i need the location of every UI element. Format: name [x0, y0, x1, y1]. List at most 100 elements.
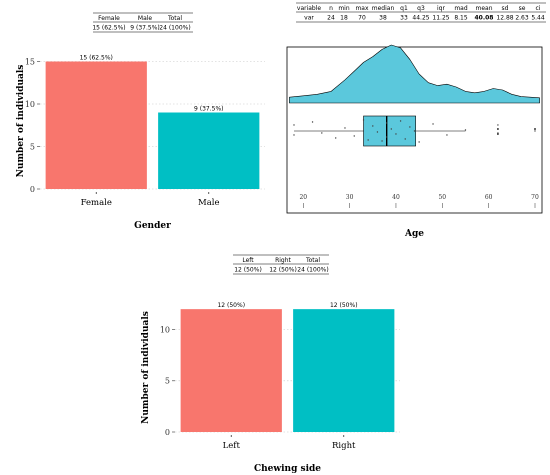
age-table-header: median — [372, 5, 395, 12]
data-point — [293, 134, 295, 136]
outlier-point — [497, 133, 499, 135]
age-table-header: iqr — [437, 5, 445, 12]
y-tick-label: 5 — [165, 377, 170, 386]
x-tick-label: Male — [198, 198, 220, 208]
data-point — [497, 124, 499, 126]
data-point — [321, 132, 323, 134]
data-point — [446, 134, 448, 136]
data-point — [413, 130, 416, 132]
age-table-cell: 70 — [358, 15, 366, 22]
data-point — [497, 132, 499, 134]
age-table-cell: 5.44 — [531, 15, 545, 22]
age-table-header: sd — [502, 5, 509, 12]
x-tick-label: Left — [223, 441, 241, 451]
y-tick-label: 10 — [160, 325, 170, 334]
data-point — [409, 126, 411, 128]
data-point — [390, 128, 393, 130]
x-tick-label: Right — [332, 441, 356, 451]
panel-border — [286, 46, 543, 214]
gender-table-cell: 15 (62.5%) — [92, 25, 125, 32]
bar-data-label: 15 (62.5%) — [80, 55, 113, 62]
age-table-cell: 12.88 — [496, 15, 513, 22]
data-point — [395, 133, 397, 135]
age-table-header: se — [519, 5, 526, 12]
data-point — [399, 120, 402, 122]
age-table-cell: 18 — [340, 15, 348, 22]
data-point — [404, 138, 406, 140]
age-table-header: n — [329, 5, 333, 12]
age-table-cell: 8.15 — [454, 15, 468, 22]
data-point — [385, 136, 388, 138]
x-axis-label: Age — [404, 229, 424, 239]
data-point — [311, 121, 314, 123]
gender-table-header: Female — [98, 15, 120, 22]
bar — [180, 309, 282, 432]
bar — [293, 309, 395, 432]
age-table-header: max — [355, 5, 369, 12]
box — [363, 115, 416, 147]
data-point — [418, 141, 420, 143]
age-table-cell: 11.25 — [432, 15, 449, 22]
age-table-cell: 33 — [400, 15, 408, 22]
y-axis-label: Number of individuals — [16, 65, 26, 178]
age-table-cell: 38 — [379, 15, 387, 22]
y-tick-label: 0 — [30, 185, 35, 194]
bar-data-label: 12 (50%) — [217, 302, 245, 309]
x-tick-label: 20 — [299, 194, 307, 201]
age-table-cell: 2.63 — [515, 15, 529, 22]
gender-table-cell: 24 (100%) — [159, 25, 190, 32]
data-point — [534, 130, 536, 132]
outlier-point — [497, 128, 499, 130]
data-point — [344, 127, 346, 129]
density-area — [289, 44, 540, 104]
data-point — [464, 129, 467, 131]
y-tick-label: 0 — [165, 428, 170, 437]
outlier-point — [534, 128, 536, 130]
gender-table-header: Male — [138, 15, 153, 22]
age-chart: 20 30 40 50 60 70 Age variable n min max median q1 q3… — [286, 2, 546, 239]
x-axis-label: Chewing side — [254, 464, 321, 474]
chewing-table-header: Right — [275, 257, 291, 264]
chewing-table-header: Total — [305, 257, 320, 264]
data-point — [385, 122, 388, 124]
bar-chart-1: 0 5 10 15 15 (62.5%) Female 9 (37.5%) Male Gende… — [16, 12, 265, 231]
x-tick-label: 40 — [392, 194, 400, 201]
x-tick-label: 70 — [531, 194, 539, 201]
age-table-cell: var — [304, 15, 314, 22]
gender-table-cell: 9 (37.5%) — [130, 25, 159, 32]
y-tick-label: 10 — [25, 100, 35, 109]
bar-chart-3: 0 5 10 12 (50%) Left 12 (50%) Right Chewing sid… — [141, 254, 400, 474]
y-tick-label: 15 — [25, 57, 35, 66]
x-tick-label: 60 — [485, 194, 493, 201]
y-tick-label: 5 — [30, 142, 35, 151]
bar-data-label: 9 (37.5%) — [194, 106, 223, 113]
gender-table-header: Total — [167, 15, 182, 22]
age-table-cell: 44.25 — [412, 15, 429, 22]
chewing-table-cell: 12 (50%) — [234, 267, 262, 274]
data-point — [372, 125, 374, 127]
bar-data-label: 12 (50%) — [330, 302, 358, 309]
data-point — [335, 137, 337, 139]
bar — [158, 112, 260, 189]
age-table-header: ci — [536, 5, 541, 12]
x-tick-label: Female — [81, 198, 112, 208]
data-point — [353, 135, 355, 137]
age-table-header: q1 — [400, 5, 408, 12]
data-point — [362, 119, 365, 121]
x-axis-label: Gender — [134, 221, 171, 231]
data-point — [293, 124, 295, 126]
chewing-table-header: Left — [242, 257, 254, 264]
chewing-table-cell: 12 (50%) — [269, 267, 297, 274]
data-point — [432, 123, 434, 125]
age-table-header: q3 — [417, 5, 425, 12]
age-table-header: variable — [297, 5, 322, 12]
data-point — [367, 139, 369, 141]
age-table-header: min — [338, 5, 350, 12]
data-point — [376, 131, 379, 133]
age-table-header: mad — [454, 5, 468, 12]
y-axis-label: Number of individuals — [141, 311, 151, 424]
data-point — [381, 140, 383, 142]
age-table-cell: 40.08 — [475, 15, 494, 22]
x-tick-label: 30 — [346, 194, 354, 201]
